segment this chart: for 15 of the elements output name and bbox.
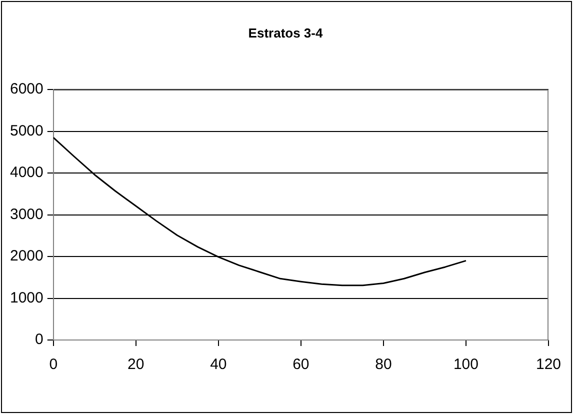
- x-tick-label: 40: [210, 356, 227, 374]
- x-tick-label: 60: [292, 356, 310, 374]
- x-tick-label: 120: [536, 356, 561, 374]
- y-tick-label: 0: [35, 331, 44, 348]
- y-tick-label: 4000: [10, 164, 44, 182]
- y-tick-label: 2000: [10, 248, 44, 265]
- x-tick-label: 100: [453, 356, 478, 374]
- y-tick-label: 1000: [10, 289, 44, 306]
- y-tick-label: 6000: [10, 80, 44, 98]
- x-tick-label: 80: [375, 356, 392, 374]
- chart-title: Estratos 3-4: [248, 25, 324, 40]
- x-tick-label: 0: [49, 356, 58, 374]
- y-tick-label: 3000: [10, 206, 44, 223]
- y-tick-label: 5000: [10, 122, 44, 140]
- x-tick-label: 20: [128, 356, 144, 374]
